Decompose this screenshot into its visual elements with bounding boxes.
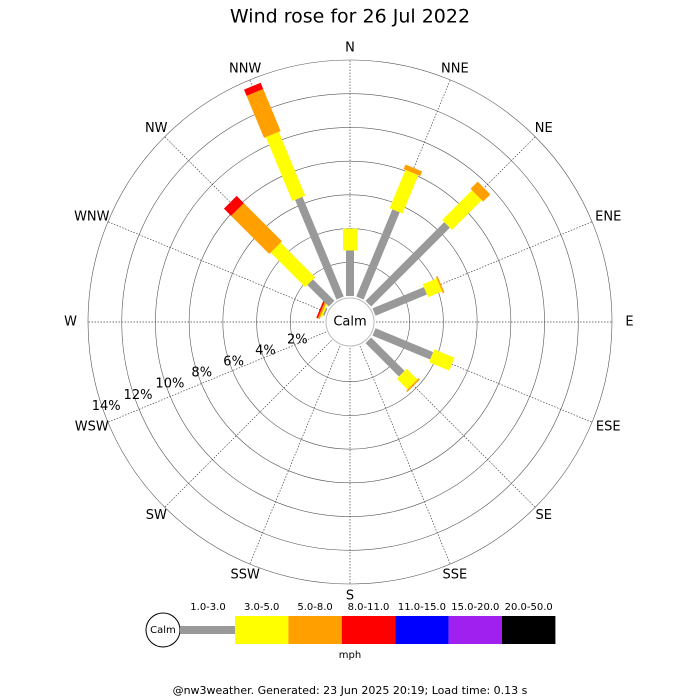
direction-label: SW (146, 508, 167, 523)
legend: Calm mph 1.0-3.0 3.0-5.0 5.0-8.0 8.0-11.0 11… (145, 602, 556, 661)
spoke (107, 221, 327, 313)
bar-segment (244, 82, 264, 96)
bar-segment (316, 301, 325, 319)
bar-segment (265, 131, 306, 201)
bar-segment (346, 250, 354, 296)
spoke (249, 345, 341, 565)
bar-segment (343, 228, 357, 251)
bar-segment (317, 301, 327, 320)
legend-swatch (502, 616, 556, 644)
bar-segment (356, 209, 400, 300)
bar-segment (422, 278, 443, 298)
bar-segment (223, 195, 244, 216)
direction-label: ENE (595, 210, 621, 225)
bar-segment (372, 287, 427, 316)
direction-label: NNW (229, 61, 261, 76)
grid-ring (188, 160, 512, 484)
legend-label: 15.0-20.0 (451, 602, 499, 613)
bar-segment (307, 279, 335, 307)
spoke (107, 331, 327, 423)
y-tick-label: 12% (124, 388, 153, 403)
direction-label: SSE (442, 568, 467, 583)
legend-label: 11.0-15.0 (398, 602, 446, 613)
direction-label: W (64, 315, 77, 330)
bar-segment (442, 190, 482, 230)
y-tick-label: 6% (223, 355, 244, 370)
legend-swatch (448, 616, 502, 644)
legend-calm-label: Calm (150, 625, 176, 636)
bar-segment (389, 169, 419, 214)
direction-label: SE (536, 508, 552, 523)
bar-segment (246, 88, 281, 138)
direction-label: NNE (441, 61, 469, 76)
footer: @nw3weather. Generated: 23 Jun 2025 20:1… (173, 684, 528, 697)
direction-label: WNW (74, 210, 110, 225)
bar-segment (470, 181, 491, 202)
bar-segment (365, 222, 450, 307)
bar-segment (270, 242, 316, 288)
bar-segment (231, 203, 282, 254)
direction-label: S (346, 589, 354, 604)
bar-segment (372, 328, 434, 360)
legend-label: 20.0-50.0 (505, 602, 553, 613)
calm-circle (325, 297, 375, 347)
direction-label: NW (145, 121, 168, 136)
direction-label: N (345, 41, 355, 56)
direction-label: WSW (75, 419, 109, 434)
legend-label: 1.0-3.0 (190, 602, 225, 613)
bar-segment (406, 378, 421, 393)
direction-label: NE (535, 121, 553, 136)
legend-swatch (395, 616, 449, 644)
direction-label: E (625, 315, 633, 330)
bar-segment (396, 368, 418, 390)
spoke (359, 345, 451, 565)
bar-segment (428, 349, 455, 371)
grid-ring (87, 59, 613, 585)
calm-label: Calm (333, 315, 366, 330)
legend-label: 8.0-11.0 (348, 602, 390, 613)
legend-swatch (288, 616, 342, 644)
bar-segment (435, 275, 445, 294)
direction-label: ESE (596, 419, 621, 434)
legend-swatch (180, 626, 235, 634)
y-tick-label: 14% (92, 399, 121, 414)
bar-segment (322, 307, 328, 316)
tick-labels: 2% 4% 6% 8% 10%12%14% (92, 333, 308, 414)
legend-label: 3.0-5.0 (244, 602, 279, 613)
legend-title: mph (339, 650, 361, 661)
legend-label: 5.0-8.0 (297, 602, 332, 613)
legend-swatch (341, 616, 396, 644)
grid-ring (222, 194, 478, 450)
bar-segment (295, 196, 344, 300)
y-tick-label: 2% (287, 333, 308, 348)
y-tick-label: 8% (191, 366, 212, 381)
legend-swatch (235, 616, 289, 644)
bar-segment (320, 304, 328, 318)
spoke (164, 340, 332, 508)
y-tick-label: 4% (255, 344, 276, 359)
direction-label: SSW (230, 568, 260, 583)
bar-segment (365, 337, 405, 377)
chart-title: Wind rose for 26 Jul 2022 (230, 6, 470, 28)
bar-segment (403, 164, 423, 177)
y-tick-label: 10% (155, 377, 184, 392)
bars (223, 82, 491, 393)
